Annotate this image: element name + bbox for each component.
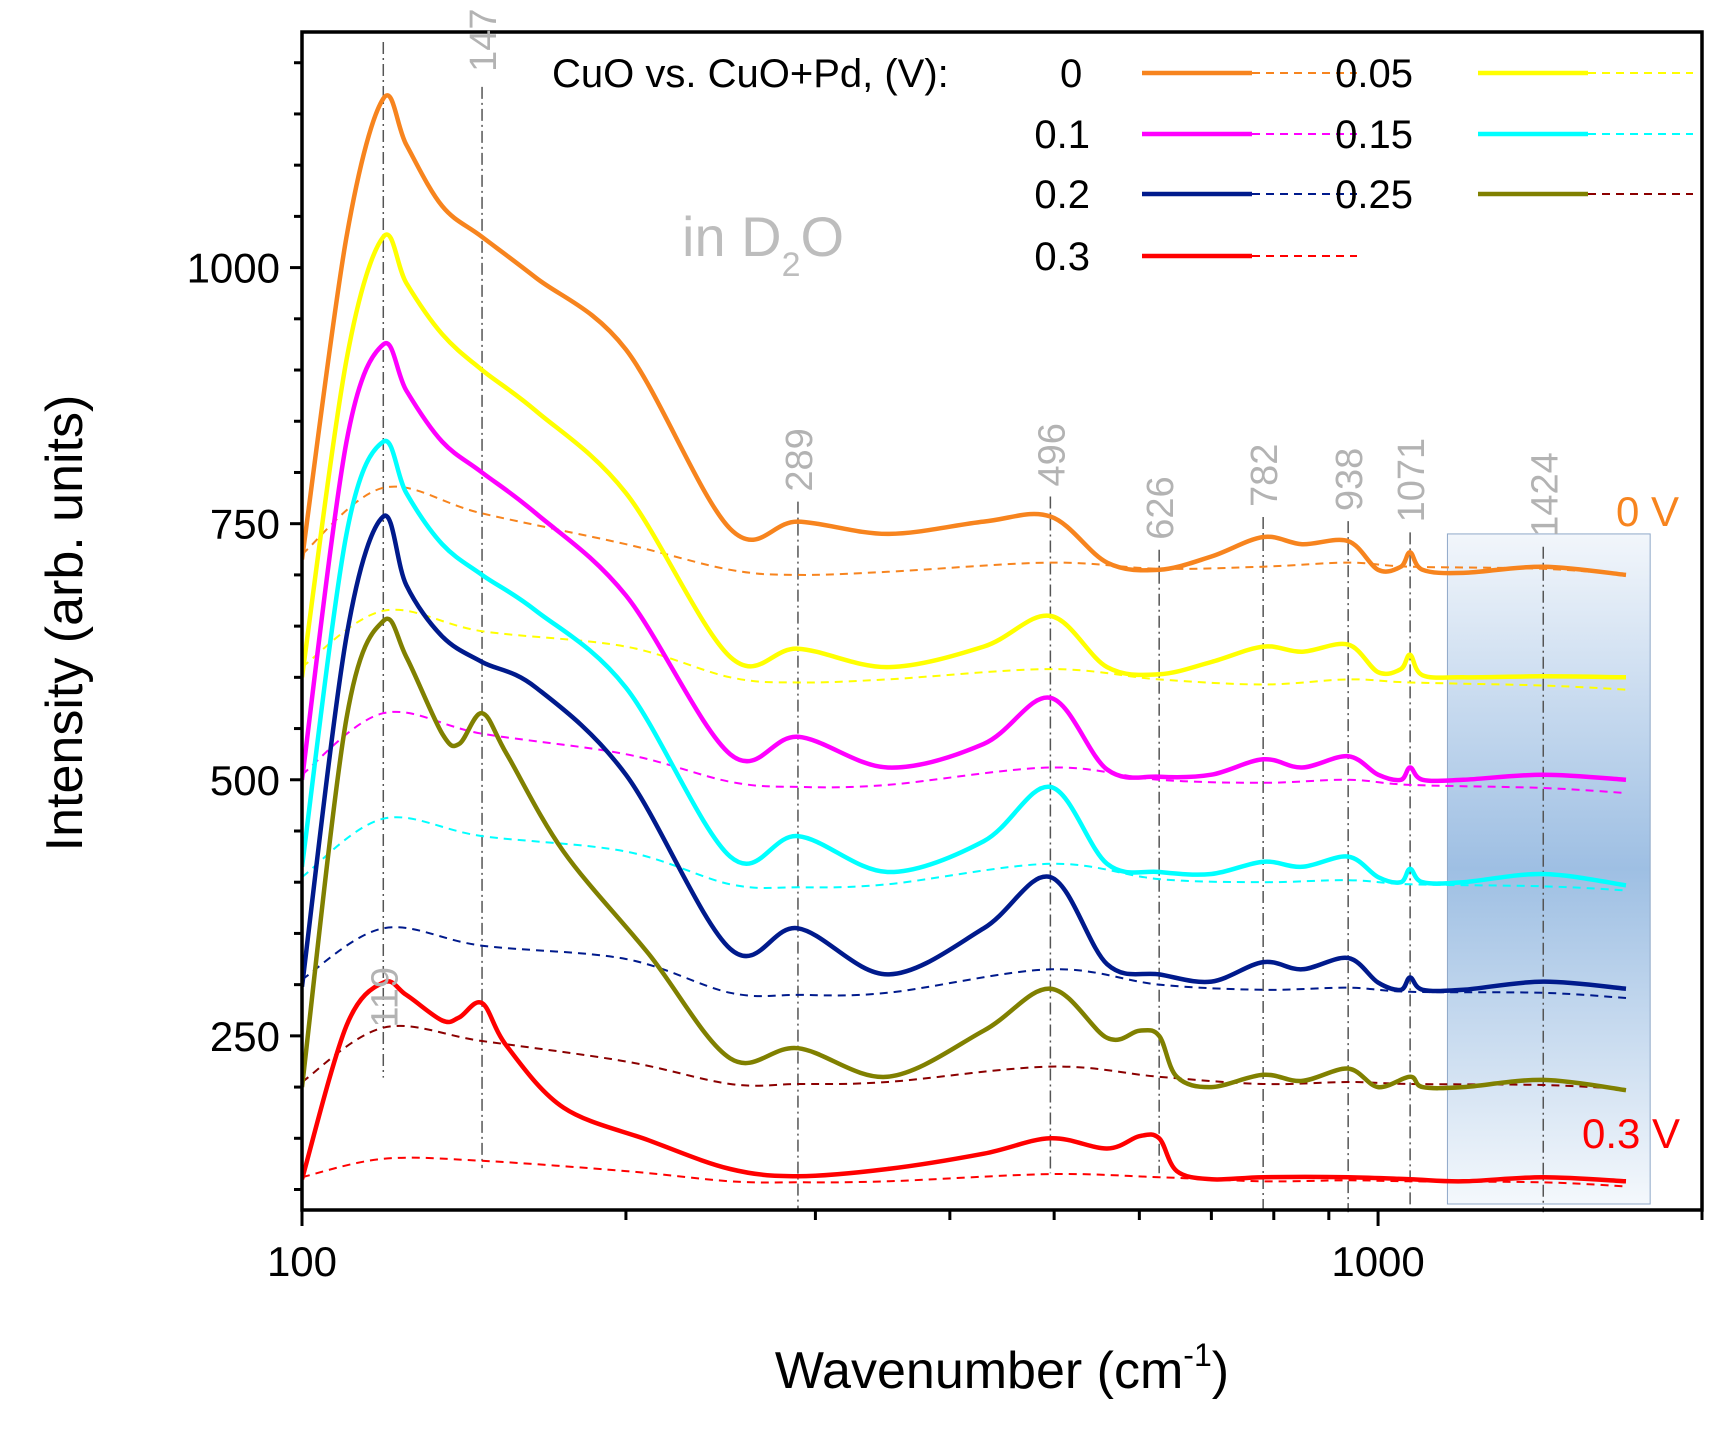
- highlight-region: [1446, 533, 1651, 1205]
- label-0.3V: 0.3 V: [1582, 1110, 1680, 1157]
- peak-label-147: 147: [463, 8, 505, 71]
- peak-labels: 119 147 289 496 626 782 938 1071 1424: [364, 8, 1566, 1027]
- series-line-0.1-CuO-Pd: [302, 710, 1627, 795]
- y-tick-label: 1000: [187, 245, 280, 292]
- legend-label-0.05: 0.05: [1335, 52, 1413, 96]
- x-tick-label: 1000: [1331, 1238, 1424, 1285]
- y-axis-ticks: 250 500 750 1000: [187, 61, 302, 1192]
- legend-label-0.1: 0.1: [1034, 113, 1090, 157]
- y-tick-label: 750: [210, 501, 280, 548]
- x-axis-title: Wavenumber (cm-1): [775, 1337, 1229, 1400]
- series-line-0.25: [302, 616, 1627, 1093]
- series-line-0.05-CuO-Pd: [302, 608, 1627, 691]
- y-tick-label: 250: [210, 1013, 280, 1060]
- peak-guide-lines: [382, 42, 1545, 1215]
- series-line-0.25-CuO-Pd: [302, 1024, 1627, 1091]
- peak-label-1424: 1424: [1524, 452, 1566, 537]
- legend-label-0.3: 0.3: [1034, 235, 1090, 279]
- series-line-0.05: [302, 232, 1627, 680]
- legend-label-0.25: 0.25: [1335, 173, 1413, 217]
- legend: CuO vs. CuO+Pd, (V): 0 0.05 0.1 0.15 0.2 0.25…: [552, 52, 1693, 279]
- legend-label-0.15: 0.15: [1335, 113, 1413, 157]
- peak-label-626: 626: [1140, 476, 1182, 539]
- y-axis-title: Intensity (arb. units): [36, 395, 94, 852]
- spectra-series: [302, 93, 1627, 1188]
- series-line-0.2-CuO-Pd: [302, 926, 1627, 999]
- y-tick-label: 500: [210, 757, 280, 804]
- series-line-0.15: [302, 438, 1627, 888]
- legend-label-0.2: 0.2: [1034, 173, 1090, 217]
- peak-label-782: 782: [1244, 444, 1286, 507]
- peak-label-1071: 1071: [1391, 438, 1433, 523]
- label-0V: 0 V: [1616, 488, 1679, 535]
- plot-frame: [300, 30, 1704, 1212]
- series-line-0.1: [302, 340, 1627, 784]
- x-tick-label: 100: [267, 1238, 337, 1285]
- x-axis-ticks: 100 1000: [267, 1210, 1704, 1285]
- solvent-annotation: in D2O: [682, 205, 844, 284]
- series-line-0.2: [302, 513, 1627, 994]
- series-line-0.15-CuO-Pd: [302, 816, 1627, 892]
- peak-label-496: 496: [1031, 423, 1073, 486]
- legend-label-0: 0: [1060, 52, 1082, 96]
- peak-label-289: 289: [779, 428, 821, 491]
- series-line-0: [302, 93, 1627, 578]
- peak-label-119: 119: [364, 967, 406, 1028]
- legend-title: CuO vs. CuO+Pd, (V):: [552, 52, 949, 96]
- series-line-0.3: [302, 979, 1627, 1184]
- peak-label-938: 938: [1329, 448, 1371, 511]
